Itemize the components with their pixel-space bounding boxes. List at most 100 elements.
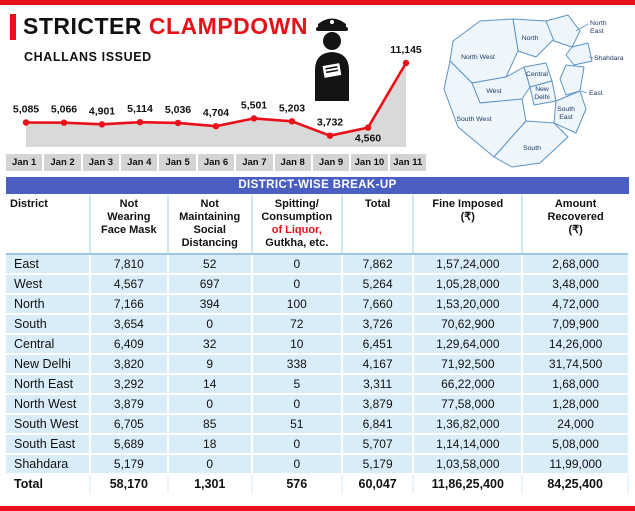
x-axis-label: Jan 1 [6,154,43,171]
district-name-cell: East [6,253,91,275]
table-row: West 4,567 697 0 5,264 1,05,28,000 3,48,000 [6,273,628,295]
value-cell: 14 [167,373,253,395]
title-part-black: STRICTER [23,13,142,39]
value-cell: 85 [167,413,253,435]
column-header: Total [341,195,415,255]
chart-point [22,119,30,126]
value-cell: 70,62,900 [413,313,524,335]
value-cell: 697 [167,273,253,295]
chart-point [250,115,258,122]
value-cell: 0 [251,433,343,455]
value-cell: 4,567 [89,273,169,295]
value-cell: 0 [167,313,253,335]
value-cell: 1,14,14,000 [413,433,524,455]
challans-line-chart: 5,085 5,066 4,901 5,114 5,036 4,704 5,501 5,203… [6,43,426,171]
table-title-bar: DISTRICT-WISE BREAK-UP [6,177,629,194]
column-header-line: Distancing [181,236,238,249]
district-shape [559,64,585,96]
x-axis-label: Jan 10 [351,154,388,171]
value-cell: 576 [251,472,343,493]
table-row: North 7,166 394 100 7,660 1,53,20,000 4,72,000 [6,293,628,315]
district-shape [565,42,593,66]
value-cell: 7,660 [341,293,415,315]
district-name-cell: West [6,273,91,295]
value-cell: 394 [167,293,253,315]
value-cell: 0 [251,453,343,475]
district-label-line: East [559,114,573,121]
column-header-line: Consumption [261,210,333,223]
value-cell: 6,451 [341,333,415,355]
x-axis-label: Jan 5 [159,154,196,171]
table-header-row: District Not Wearing Face Mask Not Maintainin… [6,195,628,255]
value-cell: 5 [251,373,343,395]
column-header-line: Total [364,198,391,210]
value-cell: 3,820 [89,353,169,375]
district-shape [545,14,581,48]
column-header: District [6,195,91,255]
column-header-line: Wearing [107,210,151,223]
district-label: North [522,35,539,42]
value-cell: 6,705 [89,413,169,435]
district-shape [553,90,587,134]
value-cell: 7,09,900 [522,313,628,335]
column-header-line: (₹) [568,223,583,236]
chart-value-label: 5,085 [13,104,39,116]
column-header: Amount Recovered (₹) [522,195,628,255]
column-header-line: Gutkha, etc. [265,236,329,249]
district-name-cell: New Delhi [6,353,91,375]
value-cell: 3,879 [341,393,415,415]
chart-point [136,119,144,126]
chart-value-label: 5,203 [279,102,305,114]
district-label: Shahdara [594,55,624,62]
chart-plot-area: 5,085 5,066 4,901 5,114 5,036 4,704 5,501 5,203… [13,44,422,147]
x-axis-label: Jan 6 [197,154,235,171]
chart-point [364,124,372,131]
chart-value-label: 4,704 [203,107,229,119]
value-cell: 1,53,20,000 [413,293,524,315]
police-officer-icon [315,18,349,101]
district-name-cell: North East [6,373,91,395]
district-label: South [523,145,541,152]
value-cell: 58,170 [89,472,169,493]
district-name-cell: Total [6,472,91,493]
value-cell: 18 [167,433,253,455]
value-cell: 100 [251,293,343,315]
district-name-cell: South East [6,433,91,455]
x-axis-label: Jan 9 [312,154,350,171]
value-cell: 6,841 [341,413,415,435]
chart-point [326,132,334,139]
district-name-cell: North West [6,393,91,415]
chart-value-label: 4,901 [89,105,115,117]
chart-point [288,118,296,125]
header: STRICTER CLAMPDOWN [10,13,308,40]
district-name-cell: North [6,293,91,315]
value-cell: 72 [251,313,343,335]
label-pointer-line [580,90,588,94]
chart-point [174,119,182,127]
table-row: South 3,654 0 72 3,726 70,62,900 7,09,900 [6,313,628,335]
x-axis-label: Jan 3 [82,154,120,171]
chart-x-axis: Jan 1 Jan 2 Jan 3 Jan 4 Jan 5 Jan 6 Jan 7 Jan 8… [6,154,426,171]
value-cell: 10 [251,333,343,355]
x-axis-label: Jan 2 [44,154,81,171]
value-cell: 1,05,28,000 [413,273,524,295]
breakup-table-section: DISTRICT-WISE BREAK-UP District Not Wearin… [6,177,629,493]
chart-value-label: 5,066 [51,104,77,116]
chart-value-label: 11,145 [390,44,422,56]
district-label: North East [590,20,607,35]
district-label: South East [557,106,575,121]
chart-point [98,121,106,128]
column-header-line: Spitting/ [274,198,319,210]
value-cell: 3,879 [89,393,169,415]
value-cell: 9 [167,353,253,375]
district-label-line: New [535,86,549,93]
x-axis-label: Jan 4 [121,154,158,171]
value-cell: 1,03,58,000 [413,453,524,475]
column-header-line: Recovered [547,210,604,223]
chart-value-label: 3,732 [317,117,343,129]
chart-value-label: 5,501 [241,99,267,111]
table-row: North East 3,292 14 5 3,311 66,22,000 1,68,000 [6,373,628,395]
district-label: North West [461,54,495,61]
column-header-line: Social [193,223,226,236]
district-name-cell: South [6,313,91,335]
